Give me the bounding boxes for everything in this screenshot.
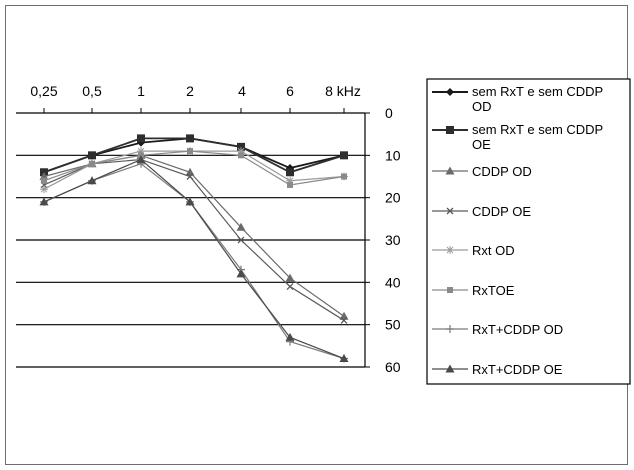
legend-label: RxT+CDDP OE: [472, 362, 563, 377]
data-point: [137, 134, 145, 143]
data-point: [87, 176, 97, 185]
data-point: [339, 354, 349, 363]
data-point: [340, 151, 348, 160]
legend-swatch-marker: [445, 166, 455, 175]
x-tick-label: 1: [137, 83, 145, 99]
legend-swatch-marker: [447, 287, 453, 293]
data-point: [236, 222, 246, 231]
x-tick-label: 4: [238, 83, 246, 99]
series-line: [43, 158, 345, 360]
legend-swatch-marker: [446, 325, 454, 333]
legend-swatch-marker: [446, 246, 454, 254]
data-point: [285, 273, 295, 282]
x-tick-label: 2: [186, 83, 194, 99]
x-tick-label: 8 kHz: [325, 83, 361, 99]
data-point: [186, 173, 194, 180]
y-tick-label: 40: [385, 274, 401, 290]
data-point: [340, 316, 348, 324]
legend-label: RxTOE: [472, 283, 515, 298]
series-line: [43, 163, 345, 360]
legend-label: Rxt OD: [472, 243, 515, 258]
y-tick-label: 60: [385, 359, 401, 375]
y-tick-label: 50: [385, 317, 401, 333]
legend-label: RxT+CDDP OD: [472, 322, 563, 337]
data-point: [287, 181, 293, 188]
data-point: [285, 332, 295, 341]
data-point: [41, 177, 47, 184]
data-point: [185, 197, 195, 206]
x-tick-label: 0,25: [30, 83, 57, 99]
data-point: [136, 155, 146, 164]
data-point: [286, 176, 294, 185]
legend-label: CDDP OE: [472, 204, 531, 219]
data-point: [237, 142, 245, 151]
data-point: [39, 197, 49, 206]
x-tick-label: 0,5: [82, 83, 102, 99]
data-point: [40, 185, 48, 194]
legend-swatch-marker: [445, 364, 455, 373]
legend-swatch-marker: [446, 126, 454, 134]
data-point: [137, 147, 145, 156]
data-point: [89, 160, 95, 167]
data-point: [237, 147, 245, 156]
legend-label-cont: OE: [472, 137, 491, 152]
data-point: [286, 283, 294, 291]
legend-label: sem RxT e sem CDDP: [472, 122, 603, 137]
y-tick-label: 20: [385, 190, 401, 206]
y-tick-label: 0: [385, 105, 393, 121]
y-tick-label: 30: [385, 232, 401, 248]
data-point: [237, 236, 245, 244]
data-point: [187, 148, 193, 155]
data-point: [88, 151, 96, 160]
data-point: [236, 269, 246, 278]
data-point: [341, 173, 347, 180]
x-tick-label: 6: [286, 83, 294, 99]
legend-swatch-marker: [446, 207, 454, 215]
legend-label: sem RxT e sem CDDP: [472, 84, 603, 99]
legend-swatch-marker: [446, 88, 454, 96]
legend-label: CDDP OD: [472, 164, 532, 179]
legend-label-cont: OD: [472, 99, 492, 114]
y-tick-label: 10: [385, 147, 401, 163]
data-point: [286, 168, 294, 177]
data-point: [186, 134, 194, 143]
data-point: [238, 152, 244, 159]
